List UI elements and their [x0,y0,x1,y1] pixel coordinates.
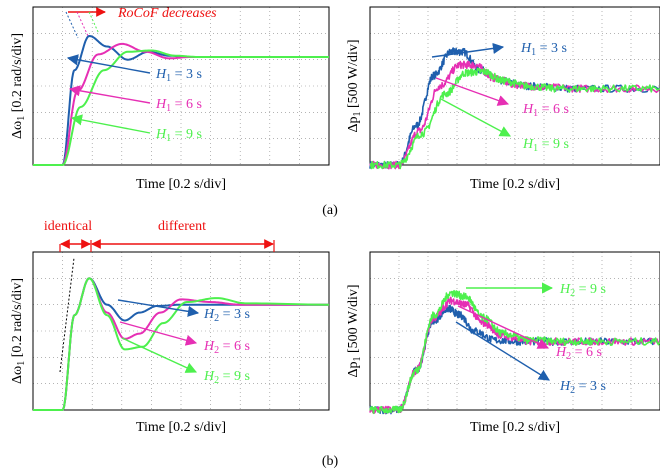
annotation-identical: identical [44,219,92,252]
panel-a-right: Time [0.2 s/div] Δp1 [500 W/div] H1 = 3 … [346,6,660,192]
x-axis-label: Time [0.2 s/div] [136,177,226,192]
annotation-h2-6s: H2 = 6 s [457,305,602,362]
panel-a-left: Time [0.2 s/div] Δω1 [0.2 rad/s/div] RoC… [10,6,330,192]
plot-frame [369,251,660,411]
svg-text:H2 = 9 s: H2 = 9 s [559,282,606,299]
svg-text:H2 = 9 s: H2 = 9 s [203,369,250,386]
svg-text:different: different [158,219,206,234]
plot-series [33,277,329,411]
annotation-h1-9s: H1 = 9 s [70,114,202,144]
annotation-h2-3s: H2 = 3 s [117,299,250,324]
series-line-blue [369,47,660,170]
annotation-h1-6s: H1 = 6 s [68,85,202,114]
panel-b-right: Time [0.2 s/div] Δp1 [500 W/div] H2 = 9 … [346,251,660,435]
plot-series [369,47,660,170]
x-axis-label: Time [0.2 s/div] [470,420,560,435]
svg-text:H1 = 3 s: H1 = 3 s [155,67,202,84]
annotation-h2-3s: H2 = 3 s [455,321,606,396]
plot-frame [32,6,330,166]
series-line-magenta [369,296,660,414]
series-line-green [369,67,660,170]
annotation-h1-9s: H1 = 9 s [440,98,569,154]
plot-series [369,289,660,415]
tangent-dashed [59,257,75,373]
annotation-h2-9s: H2 = 9 s [466,282,606,299]
annotation-h1-3s: H1 = 3 s [431,41,567,58]
svg-text:H1 = 9 s: H1 = 9 s [155,127,202,144]
rocof-decreases-label: RoCoF decreases [117,6,217,21]
svg-text:H1 = 6 s: H1 = 6 s [522,102,569,119]
svg-text:identical: identical [44,219,92,234]
series-line-green [369,289,660,415]
annotation-h2-9s: H2 = 9 s [121,337,250,386]
annotation-h2-6s: H2 = 6 s [119,321,250,356]
annotation-different: different [91,219,275,252]
y-axis-label: Δp1 [500 W/div] [346,39,363,132]
svg-text:H2 = 6 s: H2 = 6 s [555,345,602,362]
annotation-h1-3s: H1 = 3 s [66,54,202,84]
panel-b-left: Time [0.2 s/div] Δω1 [0.2 rad/s/div] ide… [10,219,330,435]
svg-text:H2 = 3 s: H2 = 3 s [559,379,606,396]
svg-text:H1 = 3 s: H1 = 3 s [520,41,567,58]
grid [33,7,329,165]
y-axis-label: Δp1 [500 W/div] [346,284,363,377]
svg-text:H2 = 6 s: H2 = 6 s [203,339,250,356]
y-axis-label: Δω1 [0.2 rad/s/div] [10,33,27,139]
caption-b: (b) [322,454,339,469]
caption-a: (a) [322,203,338,218]
x-axis-label: Time [0.2 s/div] [136,420,226,435]
grid [370,252,660,410]
svg-text:H1 = 6 s: H1 = 6 s [155,97,202,114]
annotation-rocof-decreases: RoCoF decreases [65,6,217,39]
y-axis-label: Δω1 [0.2 rad/s/div] [10,278,27,384]
svg-text:H2 = 3 s: H2 = 3 s [203,307,250,324]
plot-frame [32,251,330,411]
grid [33,252,329,410]
series-line-magenta [369,60,660,170]
series-line-green [33,277,329,411]
annotation-h1-6s: H1 = 6 s [435,77,569,119]
grid [370,7,660,165]
plot-frame [369,6,660,166]
x-axis-label: Time [0.2 s/div] [470,177,560,192]
svg-text:H1 = 9 s: H1 = 9 s [522,137,569,154]
